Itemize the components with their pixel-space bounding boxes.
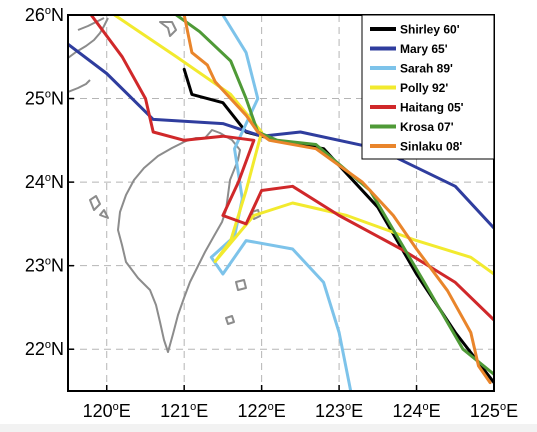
taiwan-island-outline xyxy=(117,129,241,353)
x-tick-label: 124oE xyxy=(392,401,440,421)
x-tick-label: 122oE xyxy=(238,401,286,421)
island-orchid-outline xyxy=(235,279,247,291)
legend-label: Sarah 89' xyxy=(400,62,453,76)
y-tick-label: 22oN xyxy=(25,339,64,359)
x-tick-label: 121oE xyxy=(160,401,208,421)
legend-label: Sinlaku 08' xyxy=(400,140,462,154)
x-tick-label: 123oE xyxy=(315,401,363,421)
track-line-3 xyxy=(113,15,494,276)
y-tick-label: 25oN xyxy=(25,89,64,109)
legend-label: Krosa 07' xyxy=(400,120,454,134)
x-tick-label: 125oE xyxy=(470,401,518,421)
legend-label: Haitang 05' xyxy=(400,101,464,115)
legend-label: Mary 65' xyxy=(400,42,448,56)
plot-frame xyxy=(67,14,495,392)
track-line-6 xyxy=(182,15,492,385)
legend-label: Polly 92' xyxy=(400,81,448,95)
island-pescadores-outline xyxy=(89,195,109,219)
legend-label: Shirley 60' xyxy=(400,23,460,37)
island-small-south-outline xyxy=(225,315,235,325)
typhoon-tracks xyxy=(68,15,494,391)
track-line-2 xyxy=(209,15,353,391)
taiwan-coastline xyxy=(68,17,261,353)
track-line-4 xyxy=(89,15,494,322)
x-axis-tick-labels: 120oE 121oE 122oE 123oE 124oE 125oE xyxy=(83,401,518,421)
bottom-strip xyxy=(0,424,537,432)
y-axis-tick-labels: 26oN 25oN 24oN 23oN 22oN xyxy=(25,5,64,359)
x-tick-label: 120oE xyxy=(83,401,131,421)
y-tick-label: 24oN xyxy=(25,172,64,192)
axis-ticks xyxy=(68,14,495,391)
y-tick-label: 26oN xyxy=(25,5,64,25)
y-tick-label: 23oN xyxy=(25,256,64,276)
legend: Shirley 60' Mary 65' Sarah 89' Polly 92' Hai… xyxy=(361,14,495,160)
island-northeast-outline xyxy=(159,21,177,37)
